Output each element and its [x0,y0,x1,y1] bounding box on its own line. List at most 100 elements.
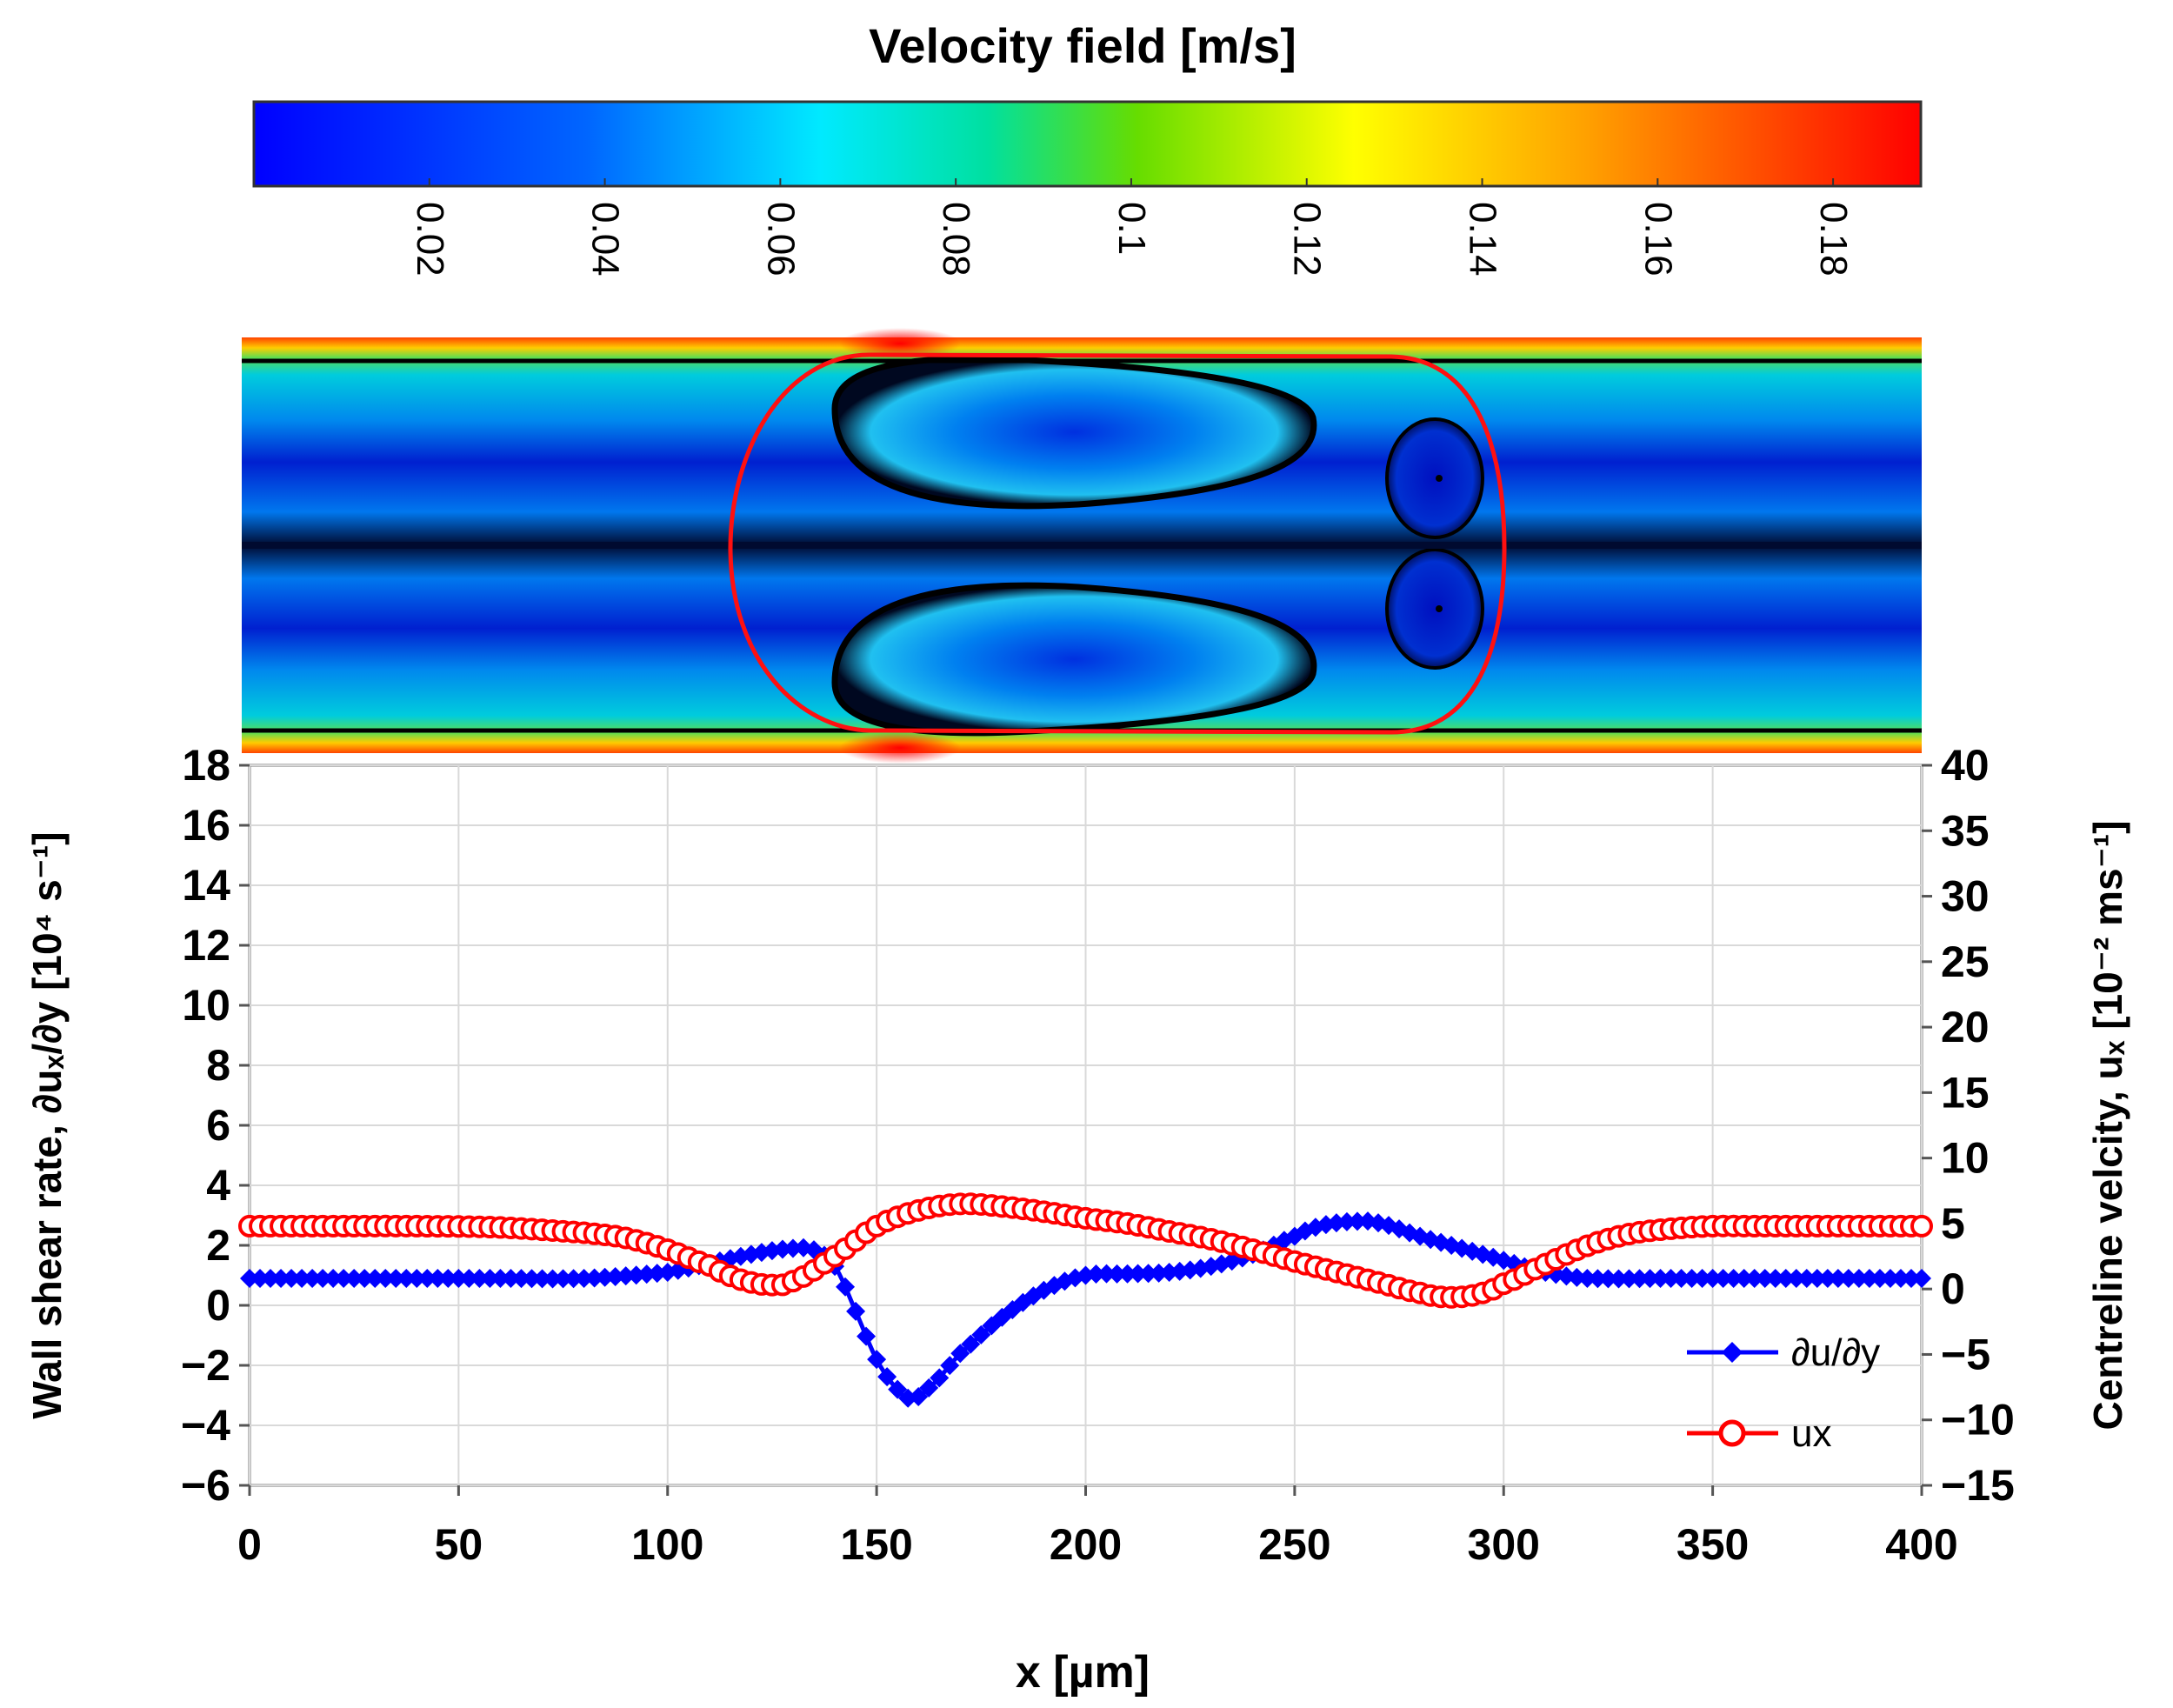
legend-label-ux: ux [1791,1412,1831,1455]
x-tick-label: 300 [1468,1520,1540,1569]
colorbar-gradient [252,100,1923,188]
y-left-tick-label: 2 [206,1221,230,1270]
data-point [867,1350,887,1370]
y-left-tick-label: 8 [206,1041,230,1090]
y-left-tick-label: 14 [182,861,230,910]
data-point [1128,1264,1148,1284]
data-point [1870,1268,1890,1288]
data-point [1096,1264,1116,1284]
data-point [574,1268,594,1288]
colorbar-ticks: 0.02 0.04 0.06 0.08 0.1 0.12 0.14 0.16 0.18 [409,178,1855,277]
data-point [1744,1268,1764,1288]
x-tick-label: 350 [1676,1520,1749,1569]
y-right-tick-label: 40 [1941,741,1990,790]
data-point [470,1268,490,1288]
data-point [376,1268,396,1288]
data-point [313,1268,333,1288]
data-point [543,1269,563,1289]
colorbar-tick-label: 0.18 [1812,202,1855,277]
data-point [501,1268,521,1288]
data-point [1682,1268,1702,1288]
data-point [490,1268,510,1288]
data-point [240,1268,259,1288]
y-left-tick-label: 6 [206,1101,230,1150]
y-right-tick-label: −5 [1941,1330,1990,1378]
y-left-axis-ticks: 18 16 14 12 10 8 6 4 2 0 −2 −4 −6 [181,741,250,1510]
y-right-tick-label: −10 [1941,1396,2015,1444]
lower-vortex [831,582,1317,737]
colorbar-tick-label: 0.08 [935,202,977,277]
data-point [1786,1268,1806,1288]
data-point [417,1268,437,1288]
y-right-tick-label: 15 [1941,1068,1990,1117]
y-left-tick-label: −2 [181,1341,230,1390]
y-right-tick-label: 10 [1941,1134,1990,1183]
y-left-tick-label: −4 [181,1401,230,1450]
series-layer [238,1192,1933,1408]
data-point [334,1268,354,1288]
x-tick-label: 200 [1050,1520,1122,1569]
data-point [1347,1211,1367,1231]
data-point [961,1334,981,1354]
colorbar: Velocity field [m/s] 0.02 0.04 0.06 0.08 0.1… [252,18,1923,277]
data-point [857,1326,877,1346]
x-tick-label: 0 [237,1520,262,1569]
data-point [971,1324,991,1344]
y-right-tick-label: 35 [1941,806,1990,855]
x-axis-ticks: 0 50 100 150 200 250 300 350 400 [237,1485,1958,1569]
x-tick-label: 250 [1258,1520,1330,1569]
data-point [1609,1269,1629,1289]
colorbar-tick-label: 0.04 [584,202,627,277]
data-point [909,1387,929,1407]
data-point [1890,1268,1910,1288]
data-point [1859,1268,1879,1288]
data-point [1910,1214,1933,1238]
data-point [1692,1268,1712,1288]
data-point [1619,1269,1639,1289]
legend-label-shear: ∂u/∂y [1791,1331,1880,1374]
data-point [846,1301,866,1321]
data-point [1776,1268,1796,1288]
data-point [877,1367,897,1387]
plot-area: 0 50 100 150 200 250 300 350 400 181614121086420… [181,741,2015,1569]
data-point [1138,1264,1158,1284]
data-point [940,1356,960,1376]
data-point [950,1344,970,1364]
y-right-axis-title: Centreline velcity, uₓ [10⁻² ms⁻¹] [2085,820,2130,1430]
colorbar-tick-label: 0.06 [759,202,802,277]
data-point [1577,1268,1597,1288]
data-point [626,1265,646,1285]
data-point [397,1268,417,1288]
bubble-interface [728,352,1507,735]
y-left-tick-label: 4 [206,1161,230,1210]
legend-item-shear: ∂u/∂y [1687,1331,1880,1374]
y-left-tick-label: −6 [181,1461,230,1510]
y-right-tick-label: 0 [1941,1264,1965,1313]
x-tick-label: 150 [840,1520,912,1569]
cap-vortex-upper [1385,417,1484,539]
y-left-tick-label: 16 [182,801,230,850]
cap-vortex-lower [1385,548,1484,670]
data-point [616,1266,636,1286]
data-point [1901,1268,1921,1288]
y-left-tick-label: 0 [206,1281,230,1330]
colorbar-tick-label: 0.16 [1636,202,1679,277]
data-point [1703,1268,1723,1288]
colorbar-tick-label: 0.02 [409,202,451,277]
y-left-tick-label: 10 [182,981,230,1030]
data-point [563,1269,583,1289]
data-point [1661,1268,1681,1288]
data-point [1713,1268,1733,1288]
data-point [1107,1264,1127,1284]
legend-item-ux: ux [1687,1412,1831,1455]
data-point [1828,1268,1848,1288]
data-point [261,1268,281,1288]
y-right-axis-ticks: 40 35 30 25 20 15 10 5 0 −5 −10 −15 [1922,741,2015,1510]
data-point [1630,1269,1650,1289]
colorbar-title: Velocity field [m/s] [869,18,1296,73]
y-left-axis-title: Wall shear rate, ∂uₓ/∂y [10⁴ s⁻¹] [24,831,70,1418]
data-point [386,1268,406,1288]
upper-vortex [831,355,1317,510]
data-point [1650,1268,1670,1288]
